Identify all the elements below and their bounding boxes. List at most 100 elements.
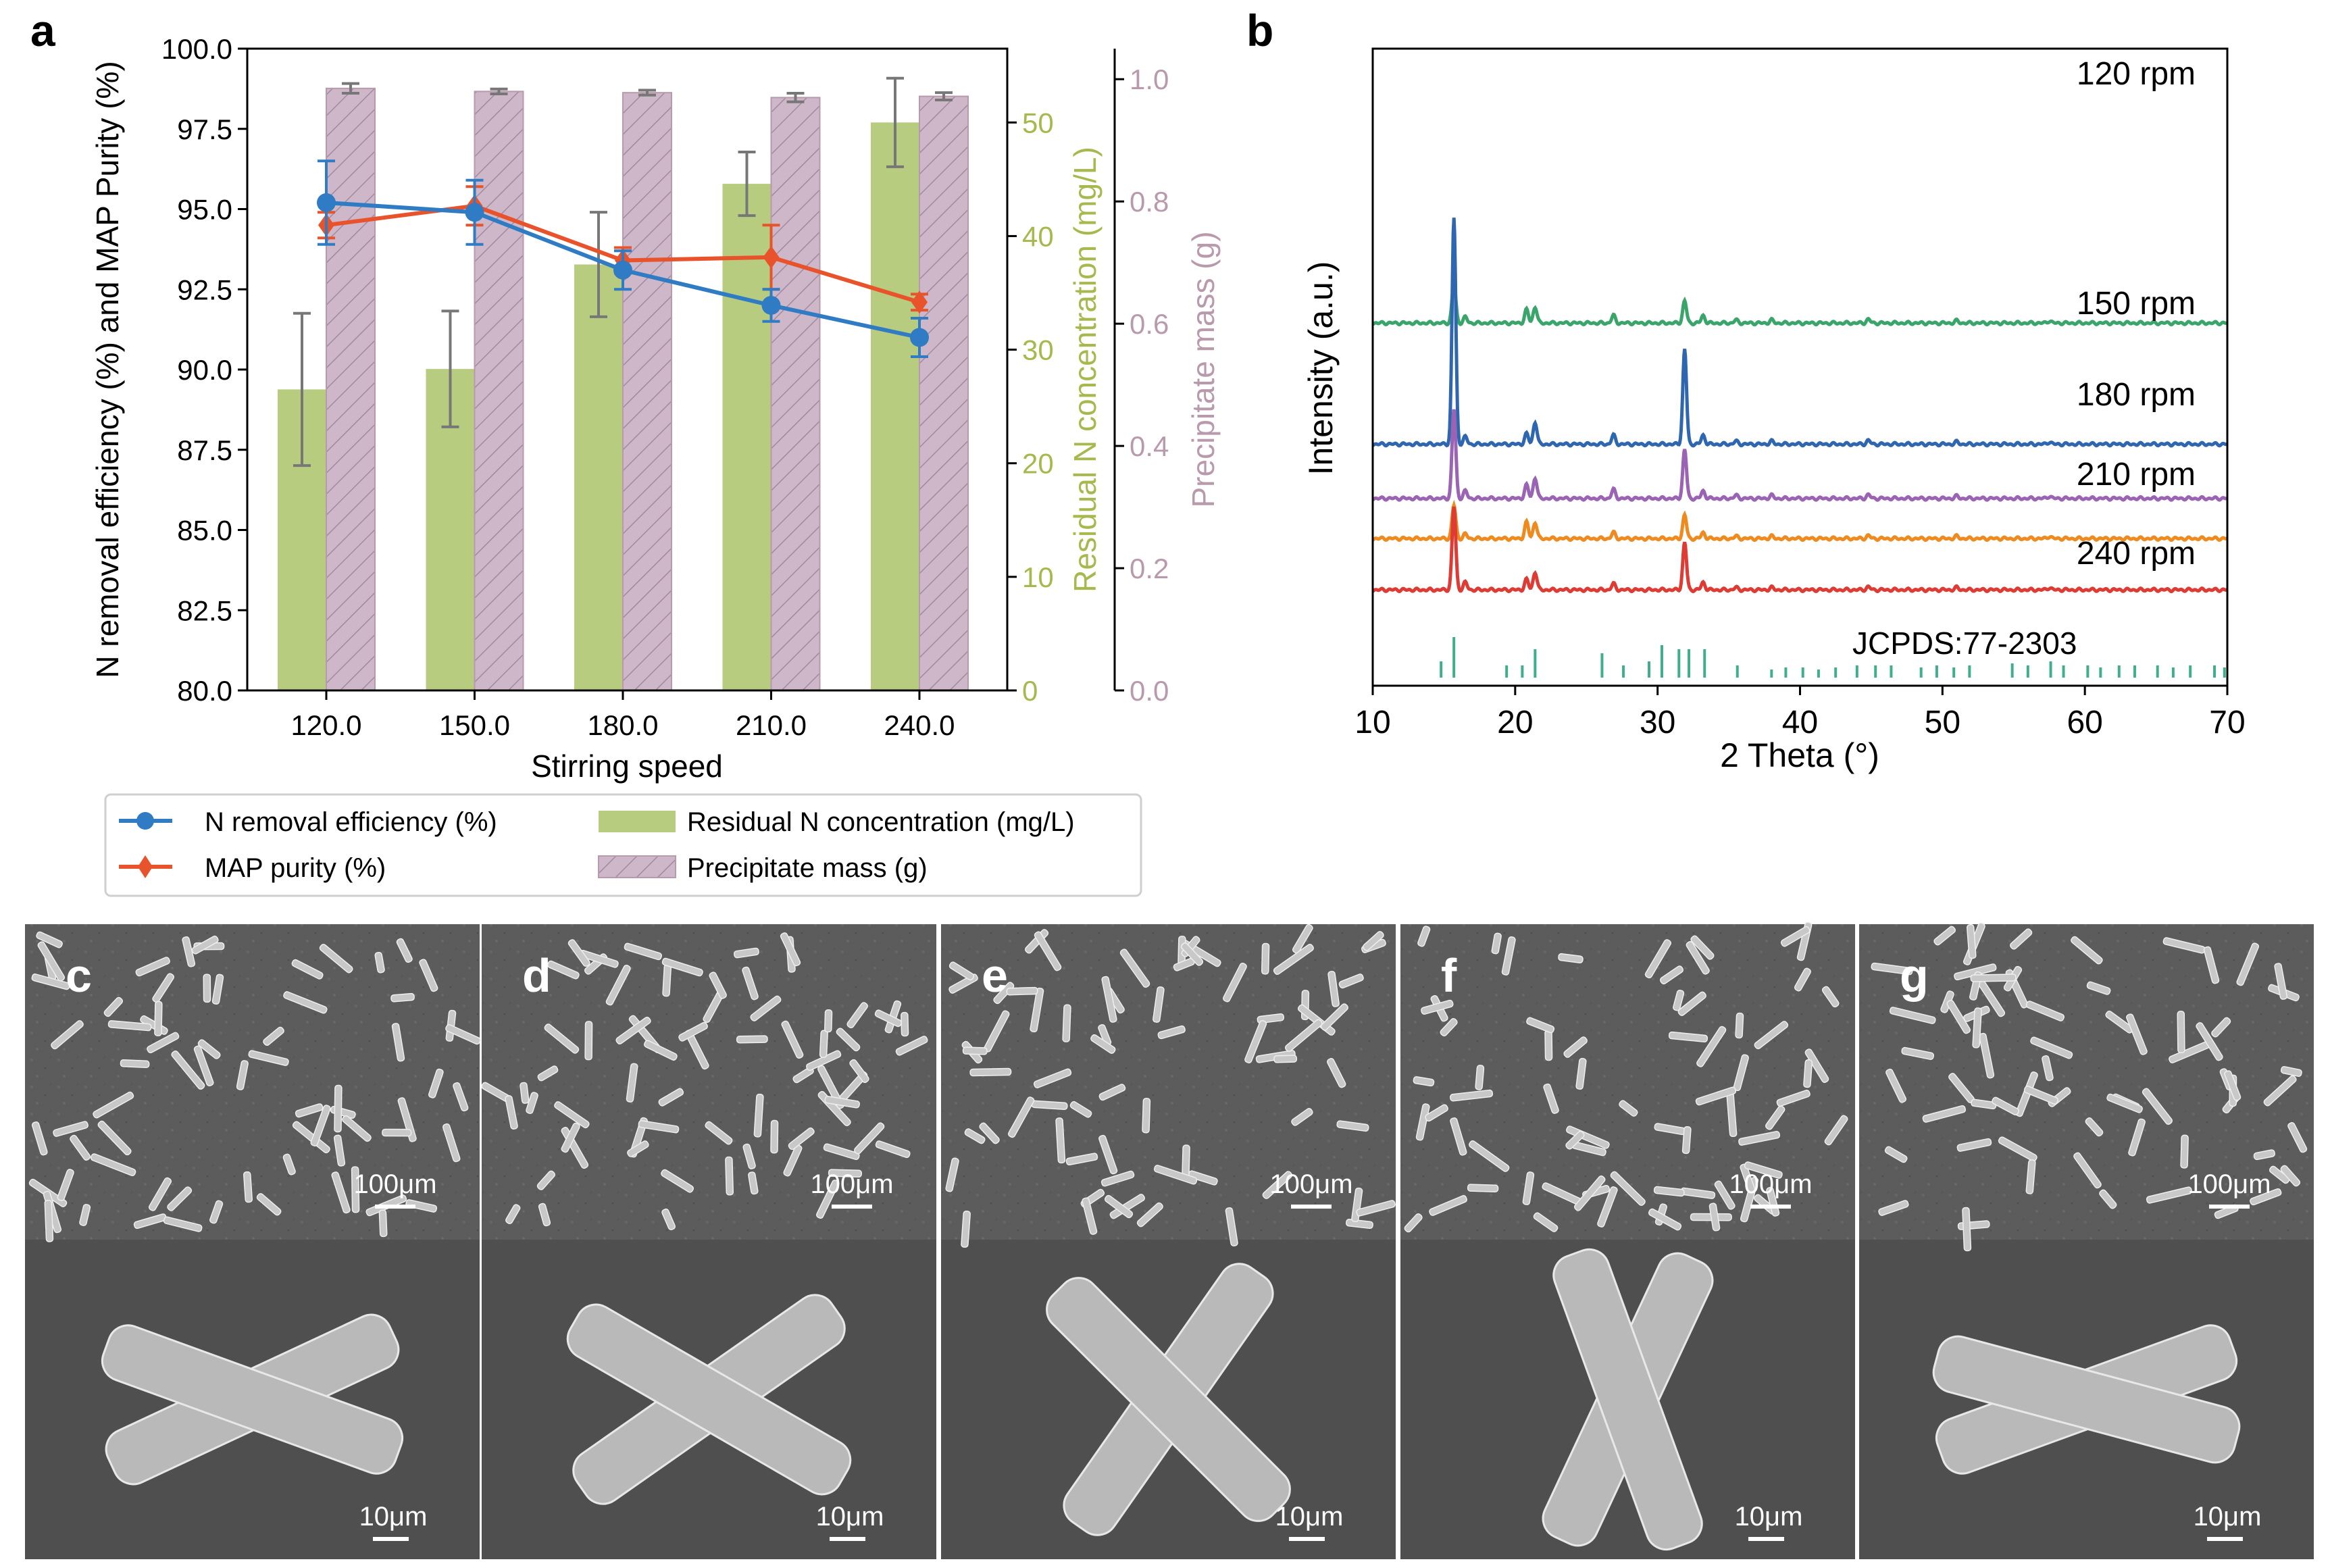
crystal-particle xyxy=(1006,986,1038,996)
crystal-particle xyxy=(780,932,801,967)
crystal-particle xyxy=(1695,1086,1737,1106)
crystal-particle xyxy=(1992,1096,2019,1116)
crystal-particle xyxy=(1780,926,1810,947)
panel-a-bars-residual xyxy=(278,122,919,691)
crystal-particle xyxy=(1104,1194,1134,1219)
crystal-particle xyxy=(1030,987,1044,1033)
crystal-particle xyxy=(1733,1054,1749,1091)
scale-bar-label-low-mag: 100μm xyxy=(810,1169,893,1199)
crystal-particle xyxy=(1336,1120,1369,1132)
legend-item-map-purity: MAP purity (%) xyxy=(119,853,386,883)
crystal-particle xyxy=(1565,1130,1585,1150)
crystal-particle xyxy=(945,1157,959,1192)
crystal-particle xyxy=(1738,1131,1781,1146)
crystal-particle xyxy=(2030,1036,2073,1059)
sem-panel-d: d 100μm 10μm xyxy=(481,924,936,1559)
y-right2-tick-label: 0.4 xyxy=(1130,430,1169,462)
y-right2-tick-label: 1.0 xyxy=(1130,64,1169,95)
crystal-particle xyxy=(1644,939,1671,979)
crystal-particle xyxy=(1566,1126,1610,1149)
crystal-particle xyxy=(1284,1019,1323,1053)
crystal-particle xyxy=(1100,1170,1135,1187)
crystal-particle xyxy=(1889,1007,1936,1024)
panel-label-b: b xyxy=(1246,5,1273,55)
crystal-particle xyxy=(2015,1071,2038,1117)
crystal-particle xyxy=(1153,1165,1198,1185)
crystal-particle xyxy=(1543,1083,1559,1114)
panel-b-reference-lines xyxy=(1440,637,2226,678)
xrd-trace-210-rpm xyxy=(1372,499,2229,542)
crystal-particle xyxy=(1885,1068,1907,1103)
crystal-particle xyxy=(1871,962,1913,976)
crystal-particle xyxy=(2106,1093,2143,1113)
panel-label-a: a xyxy=(30,5,56,55)
y-tick-label: 82.5 xyxy=(177,595,232,626)
y-right1-tick-label: 10 xyxy=(1022,561,1054,593)
crystal-particle xyxy=(567,939,590,967)
crystal-particle xyxy=(662,963,672,997)
crystal-particle xyxy=(2085,1117,2104,1137)
crystal-particle xyxy=(36,931,63,949)
crystal-particle xyxy=(1884,1146,1908,1163)
panel-a-y-ticks: 80.0 82.5 85.0 87.5 90.0 92.5 95.0 97.5 100.0 xyxy=(161,33,247,707)
crystal-particle xyxy=(1469,1140,1510,1172)
crystal-particle xyxy=(283,991,328,1014)
panel-b-y-axis-label: Intensity (a.u.) xyxy=(1302,261,1340,476)
crystal-particle xyxy=(1153,986,1165,1023)
crystal-particle xyxy=(1098,1134,1118,1175)
crystal-particle xyxy=(874,1009,903,1028)
crystal-particle xyxy=(107,1020,152,1032)
crystal-particle xyxy=(1098,1084,1126,1101)
crystal-particle xyxy=(397,1097,417,1142)
panel-b-traces xyxy=(1372,218,2229,594)
panel-a-y-right1-ticks: 0 10 20 30 40 50 xyxy=(1007,107,1054,707)
crystal-particle xyxy=(248,1050,289,1066)
y-right1-tick-label: 0 xyxy=(1022,675,1038,707)
crystal-particle xyxy=(627,1140,649,1157)
crystal-particle xyxy=(310,1105,331,1146)
crystal-particle xyxy=(2269,1165,2290,1184)
crystal-particle xyxy=(1962,1207,1972,1252)
crystal-particle xyxy=(1681,1126,1692,1155)
crystal-particle xyxy=(1979,1032,1995,1079)
y-tick-label: 92.5 xyxy=(177,274,232,305)
y-tick-label: 85.0 xyxy=(177,515,232,547)
crystal-particle xyxy=(678,1021,708,1042)
crystal-particle xyxy=(1544,1030,1553,1061)
crystal-particle xyxy=(538,1203,551,1227)
crystal-particle xyxy=(53,1121,88,1137)
crystal-particle xyxy=(57,1169,74,1201)
crystal-particle xyxy=(849,1059,869,1084)
crystal-particle xyxy=(291,959,324,980)
crystal-particle xyxy=(2280,1065,2302,1077)
crystal-particle xyxy=(1450,1117,1467,1156)
crystal-particle xyxy=(1262,1171,1293,1199)
crystal-particle xyxy=(1291,1108,1313,1126)
legend-item-mass: Precipitate mass (g) xyxy=(598,853,928,883)
crystal-particle xyxy=(993,982,1015,1005)
y-tick-label: 100.0 xyxy=(161,33,232,65)
crystal-particle xyxy=(1136,1202,1163,1228)
scale-bar-label-high-mag: 10μm xyxy=(359,1502,428,1532)
crystal-particle xyxy=(1109,1194,1145,1219)
sem-panel-label-f: f xyxy=(1441,949,1457,1002)
crystal-particle xyxy=(1101,976,1117,1023)
crystal-particle xyxy=(90,1153,136,1177)
crystal-particle xyxy=(1223,963,1247,1003)
crystal-particle xyxy=(342,1115,372,1142)
crystal-particle xyxy=(1740,1163,1756,1193)
crystal-particle xyxy=(1491,932,1502,955)
crystal-particle xyxy=(783,1144,803,1177)
y-tick-label: 97.5 xyxy=(177,113,232,145)
crystal-particle xyxy=(1659,965,1684,985)
crystal-particle xyxy=(1878,1200,1909,1216)
sem-panel-label-d: d xyxy=(522,949,551,1002)
crystal-particle xyxy=(742,966,759,1001)
crystal-particle xyxy=(816,1180,840,1219)
map-purity-point xyxy=(763,245,780,269)
crystal-particle xyxy=(209,1200,224,1224)
crystal-particle xyxy=(1563,1036,1588,1058)
crystal-particle xyxy=(2203,946,2220,984)
x-tick-label: 70 xyxy=(2209,705,2245,740)
y-tick-label: 87.5 xyxy=(177,434,232,466)
